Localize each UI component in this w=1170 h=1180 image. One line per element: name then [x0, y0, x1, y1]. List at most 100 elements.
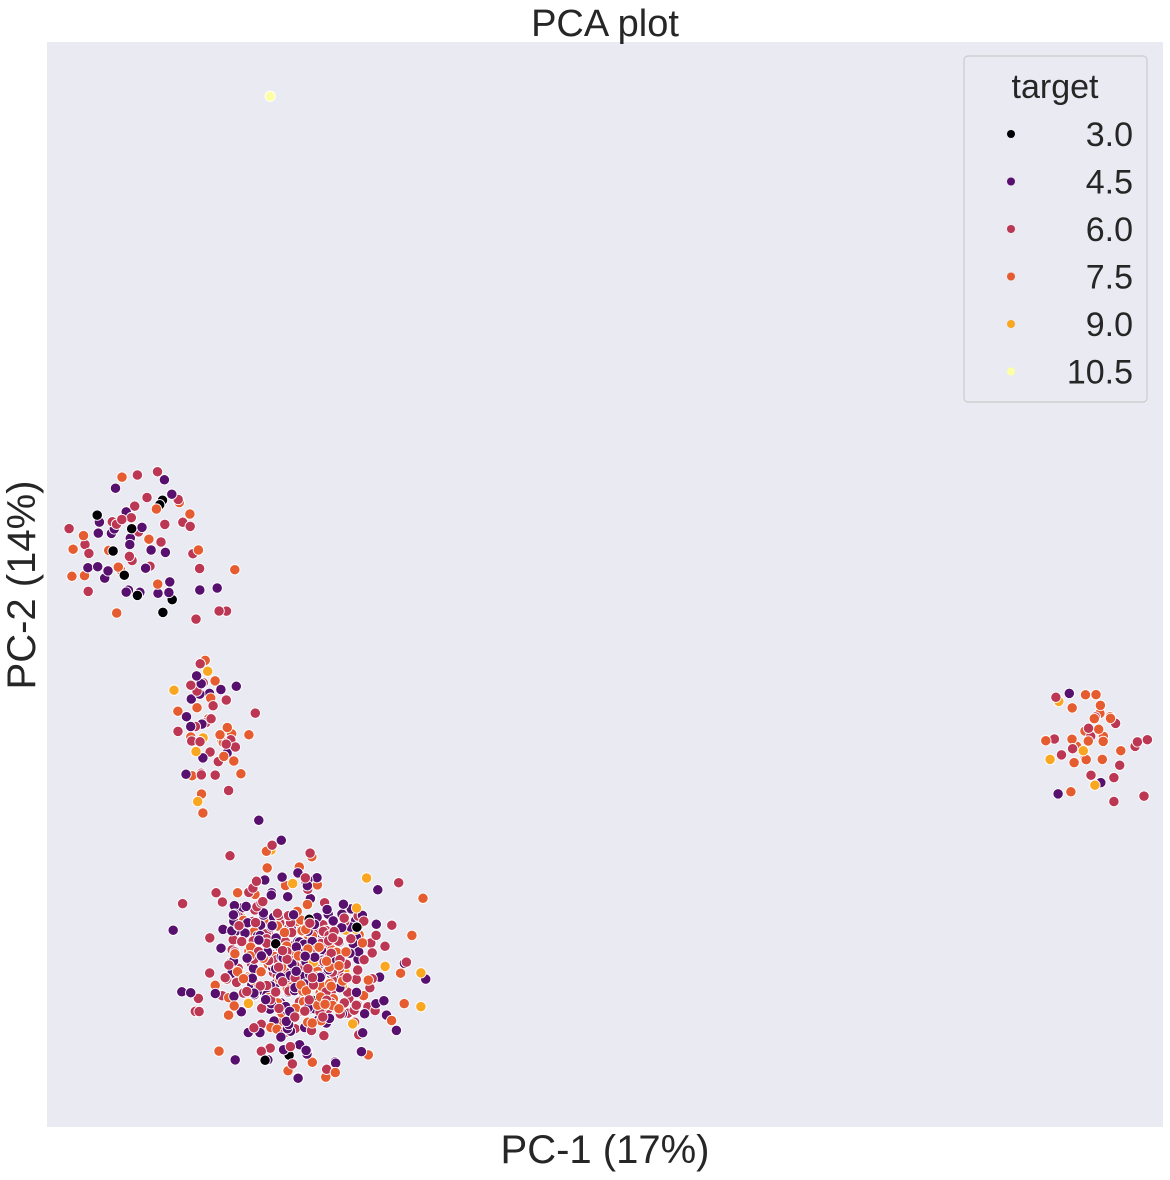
- data-point: [184, 520, 196, 533]
- data-point: [131, 589, 144, 602]
- data-point: [209, 675, 221, 687]
- data-point: [180, 768, 192, 780]
- legend-entries: 3.0 4.5 6.0 7.5 9.0 10.5: [1007, 116, 1133, 392]
- legend-marker: [1007, 177, 1015, 186]
- data-point: [159, 546, 172, 559]
- data-point: [372, 884, 384, 896]
- points-layer: [63, 90, 1154, 1084]
- data-point: [345, 933, 357, 945]
- data-point: [333, 1003, 345, 1015]
- data-point: [347, 1018, 359, 1030]
- data-point: [202, 665, 214, 677]
- data-point: [185, 720, 197, 733]
- data-point: [192, 992, 205, 1005]
- data-point: [270, 938, 282, 950]
- data-point: [82, 562, 94, 574]
- data-point: [1065, 786, 1077, 798]
- data-point: [1055, 749, 1068, 761]
- data-point: [400, 956, 413, 968]
- data-point: [1104, 712, 1117, 725]
- data-point: [243, 729, 255, 741]
- data-point: [341, 972, 353, 984]
- data-point: [228, 990, 240, 1002]
- data-point: [1040, 735, 1052, 747]
- data-point: [159, 518, 171, 531]
- data-point: [220, 694, 232, 706]
- data-point: [284, 1040, 297, 1053]
- data-point: [248, 1022, 260, 1034]
- data-point: [185, 693, 197, 705]
- data-point: [241, 952, 253, 964]
- data-point: [289, 1011, 301, 1023]
- data-point: [417, 892, 429, 904]
- legend-marker: [1007, 225, 1015, 233]
- data-point: [166, 488, 178, 500]
- data-point: [151, 466, 164, 478]
- data-point: [107, 545, 119, 557]
- data-point: [1088, 712, 1100, 725]
- data-point: [230, 680, 242, 692]
- legend-label: 10.5: [1067, 354, 1133, 392]
- data-point: [275, 834, 287, 846]
- data-point: [333, 960, 345, 972]
- data-point: [327, 932, 339, 944]
- data-point: [136, 521, 148, 534]
- data-point: [327, 915, 339, 927]
- data-point: [350, 986, 363, 999]
- data-point: [270, 986, 282, 998]
- data-point: [150, 503, 163, 515]
- data-point: [282, 891, 294, 903]
- data-point: [356, 937, 369, 949]
- data-point: [229, 1054, 241, 1066]
- data-point: [141, 491, 153, 504]
- data-point: [190, 613, 202, 625]
- data-point: [272, 961, 285, 973]
- data-point: [118, 569, 130, 581]
- data-point: [228, 755, 240, 767]
- data-point: [271, 907, 284, 919]
- data-point: [116, 471, 128, 483]
- data-point: [116, 513, 128, 526]
- data-point: [299, 950, 311, 962]
- data-point: [350, 999, 362, 1011]
- legend-marker: [1007, 367, 1015, 376]
- data-point: [227, 909, 240, 921]
- data-point: [131, 469, 144, 481]
- data-point: [352, 964, 364, 976]
- data-point: [195, 769, 208, 781]
- data-point: [370, 929, 382, 942]
- data-point: [129, 500, 141, 512]
- data-point: [120, 586, 132, 598]
- data-point: [398, 997, 410, 1010]
- data-point: [168, 684, 180, 696]
- data-point: [292, 1072, 304, 1084]
- data-point: [1094, 699, 1107, 712]
- data-point: [221, 721, 233, 734]
- data-point: [320, 955, 333, 967]
- legend-title: target: [1012, 68, 1099, 106]
- legend-marker: [1007, 130, 1015, 138]
- data-point: [378, 995, 390, 1007]
- data-point: [287, 877, 299, 890]
- data-point: [1082, 735, 1094, 747]
- data-point: [176, 897, 189, 910]
- data-point: [301, 898, 314, 911]
- legend-marker: [1007, 320, 1015, 328]
- legend-label: 6.0: [1086, 211, 1133, 249]
- data-point: [158, 474, 171, 486]
- legend: target 3.0 4.5 6.0 7.5 9.0 10.5: [963, 55, 1148, 403]
- data-point: [207, 700, 219, 712]
- data-point: [185, 987, 197, 999]
- data-point: [1115, 745, 1127, 757]
- data-point: [266, 839, 278, 851]
- data-point: [224, 850, 236, 862]
- data-point: [190, 670, 203, 682]
- data-point: [192, 795, 204, 808]
- data-point: [286, 1058, 299, 1070]
- data-point: [393, 877, 405, 889]
- data-point: [111, 607, 123, 619]
- data-point: [167, 924, 179, 936]
- data-point: [311, 872, 323, 884]
- data-point: [67, 543, 79, 555]
- data-point: [77, 529, 90, 542]
